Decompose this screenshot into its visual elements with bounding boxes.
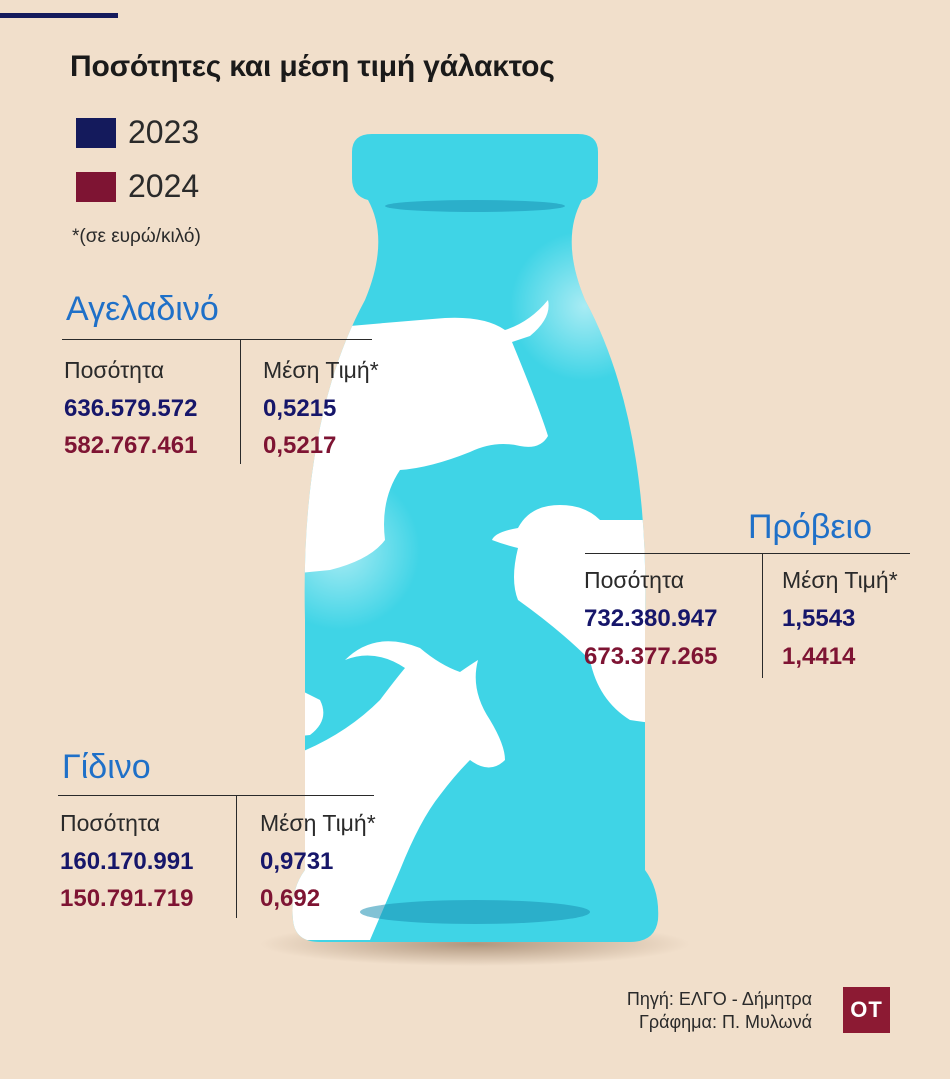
legend-label-2024: 2024 — [128, 168, 200, 204]
legend-swatch-2024 — [76, 171, 116, 202]
unit-note: *(σε ευρώ/κιλό) — [72, 226, 201, 247]
ot-logo: OT — [843, 987, 890, 1033]
graphic-credit-line: Γράφημα: Π. Μυλωνά — [638, 1012, 812, 1032]
top-accent-rule — [0, 13, 118, 18]
bottle-base-shadow — [360, 900, 590, 924]
legend-swatch-2023 — [76, 117, 116, 148]
bottle-neck-shadow — [385, 200, 565, 212]
col-head-quantity-goat: Ποσότητα — [60, 810, 160, 836]
value-cow-price-2023: 0,5215 — [263, 395, 337, 422]
col-head-price-sheep: Μέση Τιμή* — [782, 567, 898, 593]
value-sheep-quantity-2024: 673.377.265 — [584, 643, 718, 670]
value-sheep-price-2023: 1,5543 — [782, 605, 856, 632]
source-line: Πηγή: ΕΛΓΟ - Δήμητρα — [626, 989, 812, 1009]
panel-divider-sheep — [762, 554, 763, 678]
value-cow-quantity-2023: 636.579.572 — [64, 395, 198, 422]
panel-title-goat: Γίδινο — [62, 748, 151, 786]
legend-item-2024: 2024 — [76, 168, 199, 205]
legend-label-2023: 2023 — [128, 114, 200, 150]
value-goat-price-2023: 0,9731 — [260, 848, 334, 875]
panel-divider-goat — [236, 796, 237, 918]
panel-rule-goat — [58, 795, 374, 796]
goat-silhouette — [292, 641, 505, 940]
col-head-price-cow: Μέση Τιμή* — [263, 357, 379, 383]
panel-title-sheep: Πρόβειο — [748, 508, 872, 546]
col-head-quantity-cow: Ποσότητα — [64, 357, 164, 383]
panel-rule-cow — [62, 339, 372, 340]
value-cow-price-2024: 0,5217 — [263, 432, 337, 459]
panel-divider-cow — [240, 340, 241, 464]
source-credit: Πηγή: ΕΛΓΟ - Δήμητρα Γράφημα: Π. Μυλωνά — [627, 988, 812, 1034]
value-sheep-quantity-2023: 732.380.947 — [584, 605, 718, 632]
legend-item-2023: 2023 — [76, 114, 199, 151]
value-goat-price-2024: 0,692 — [260, 885, 321, 912]
panel-rule-sheep — [585, 553, 910, 554]
value-sheep-price-2024: 1,4414 — [782, 643, 856, 670]
col-head-quantity-sheep: Ποσότητα — [584, 567, 684, 593]
bottle-highlight-middle — [292, 470, 420, 630]
value-goat-quantity-2023: 160.170.991 — [60, 848, 194, 875]
chart-title: Ποσότητες και μέση τιμή γάλακτος — [70, 50, 555, 83]
value-goat-quantity-2024: 150.791.719 — [60, 885, 194, 912]
bottle-highlight-top — [510, 231, 659, 381]
value-cow-quantity-2024: 582.767.461 — [64, 432, 198, 459]
col-head-price-goat: Μέση Τιμή* — [260, 810, 376, 836]
panel-title-cow: Αγελαδινό — [66, 290, 219, 328]
